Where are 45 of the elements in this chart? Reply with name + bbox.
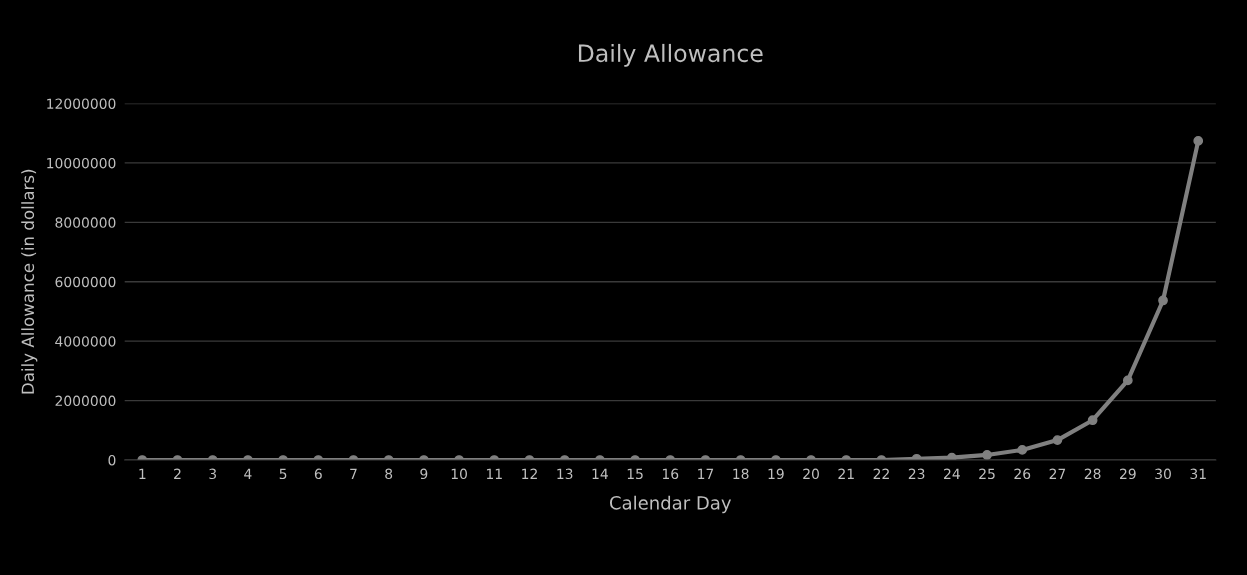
x-tick-label: 10 [451, 468, 467, 480]
x-tick-label: 19 [768, 468, 784, 480]
x-tick-label: 24 [944, 468, 960, 479]
x-tick-label: 17 [698, 468, 714, 479]
x-tick-label: 3 [209, 468, 216, 480]
point [1158, 295, 1168, 306]
x-tick-label: 13 [557, 468, 573, 480]
point [946, 452, 957, 460]
x-axis-title: Calendar Day [609, 495, 732, 514]
x-tick-label: 11 [486, 468, 502, 479]
x-tick-label: 27 [1049, 468, 1066, 479]
y-tick-label: 6000000 [55, 276, 116, 288]
x-tick-label: 8 [385, 468, 393, 480]
point [1122, 375, 1133, 386]
y-tick-label: 4000000 [55, 336, 116, 347]
x-tick-label: 22 [873, 468, 889, 479]
x-tick-label: 4 [244, 468, 252, 479]
x-tick-label: 21 [838, 468, 854, 479]
x-tick-label: 18 [733, 468, 749, 480]
y-tick-label: 2000000 [55, 395, 116, 407]
x-tick-label: 28 [1084, 468, 1101, 480]
y-tick-label: 10000000 [47, 157, 116, 169]
y-tick-label: 12000000 [47, 98, 116, 109]
x-tick-label: 5 [279, 468, 287, 480]
x-tick-label: 20 [803, 468, 819, 480]
point [1193, 136, 1204, 146]
x-tick-label: 16 [662, 468, 679, 480]
x-tick-label: 15 [627, 468, 643, 480]
x-tick-label: 9 [420, 468, 428, 480]
x-tick-label: 31 [1190, 468, 1206, 480]
x-tick-label: 7 [350, 468, 357, 479]
x-tick-label: 26 [1014, 468, 1031, 480]
y-axis-title: Daily Allowance (in dollars) [21, 169, 38, 394]
x-tick-label: 2 [174, 468, 181, 479]
x-tick-label: 14 [592, 468, 608, 479]
x-tick-label: 23 [908, 468, 925, 480]
y-tick-label: 8000000 [55, 217, 116, 228]
x-tick-label: 30 [1155, 468, 1171, 480]
chart-title: Daily Allowance [578, 43, 763, 67]
x-tick-label: 25 [979, 468, 995, 480]
x-tick-label: 12 [522, 468, 537, 479]
x-tick-label: 29 [1120, 468, 1136, 480]
x-tick-label: 6 [314, 468, 322, 480]
x-tick-label: 1 [139, 468, 146, 479]
y-tick-label: 0 [108, 454, 116, 466]
